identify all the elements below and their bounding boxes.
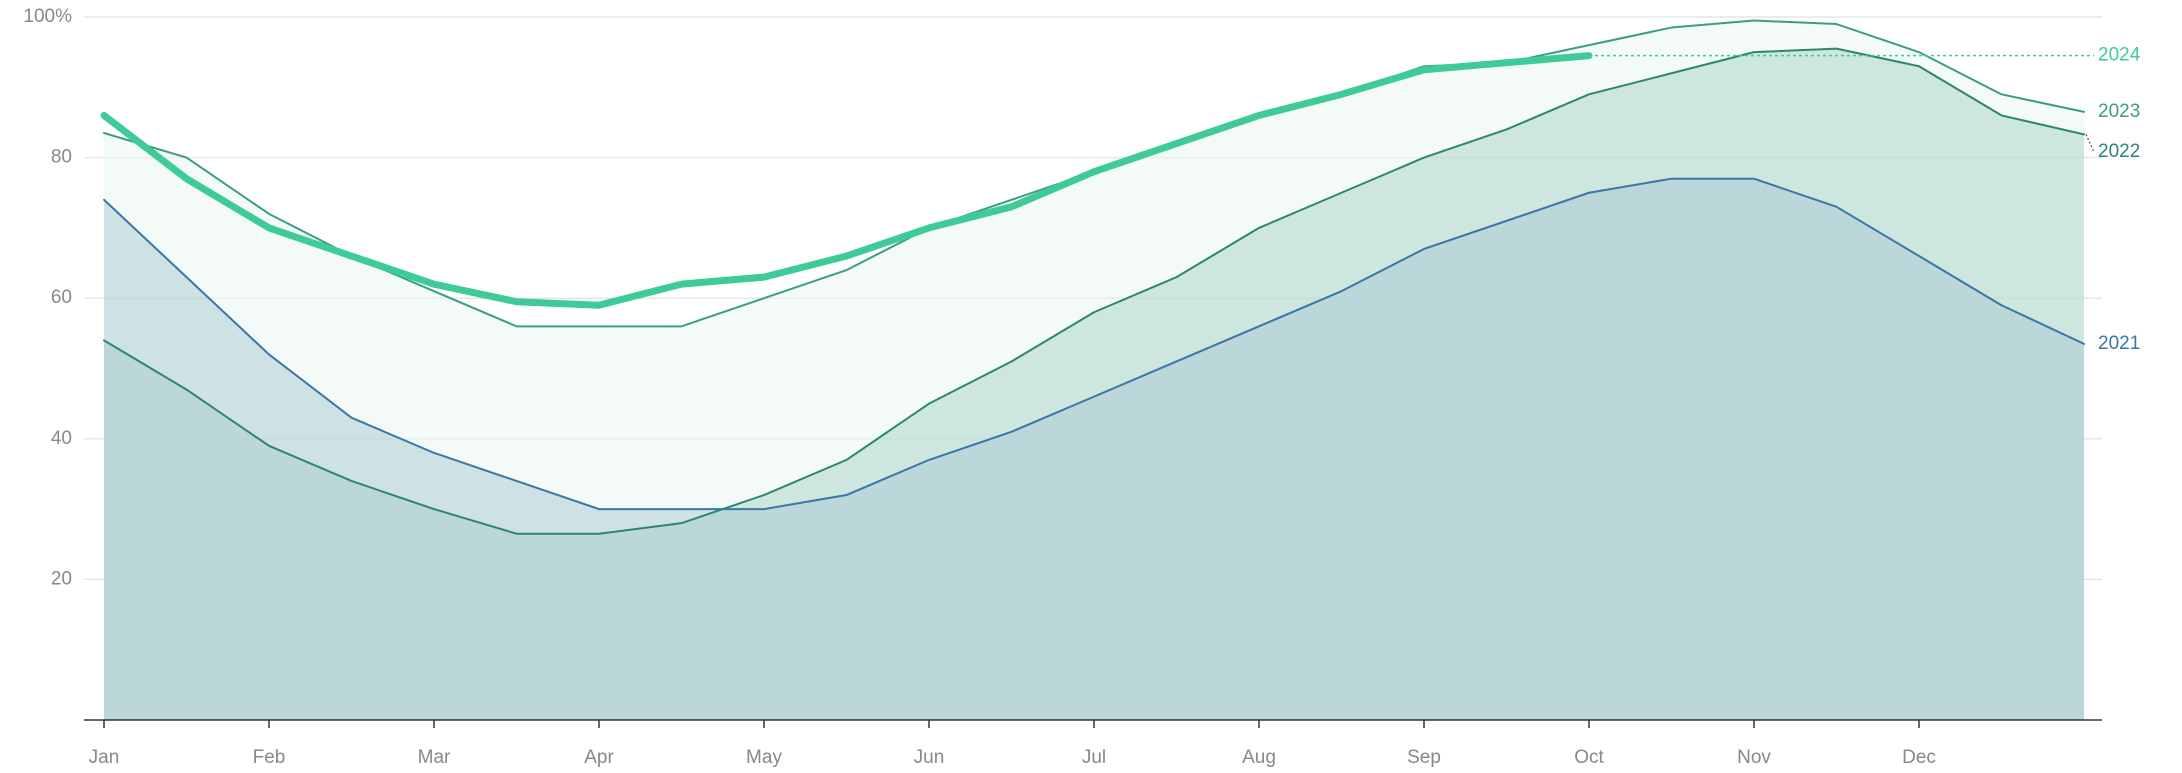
line (103, 47, 2085, 535)
x-tick-label: Mar (418, 747, 451, 768)
x-tick-label: Nov (1737, 747, 1771, 768)
x-tick-label: Oct (1574, 747, 1604, 768)
y-tick-label: 80 (51, 147, 72, 168)
x-tick-label: Jun (914, 747, 945, 768)
y-tick-label: 20 (51, 568, 72, 589)
line (103, 177, 2085, 511)
leader (2085, 134, 2095, 153)
y-tick-label: 100% (23, 6, 72, 27)
series-label: 2021 (2098, 333, 2140, 354)
x-tick-label: May (746, 747, 782, 768)
x-tick-label: Apr (584, 747, 614, 768)
x-tick-label: Dec (1902, 747, 1936, 768)
series-label: 2024 (2098, 45, 2141, 66)
x-tick-label: Jan (89, 747, 120, 768)
x-tick-label: Sep (1407, 747, 1441, 768)
area (104, 178, 2084, 720)
x-tick-label: Aug (1242, 747, 1276, 768)
x-tick-label: Feb (253, 747, 286, 768)
y-tick-label: 40 (51, 428, 72, 449)
series-label: 2023 (2098, 101, 2140, 122)
x-tick-label: Jul (1082, 747, 1106, 768)
series-label: 2022 (2098, 141, 2140, 162)
y-tick-label: 60 (51, 287, 72, 308)
line (100, 52, 1593, 309)
